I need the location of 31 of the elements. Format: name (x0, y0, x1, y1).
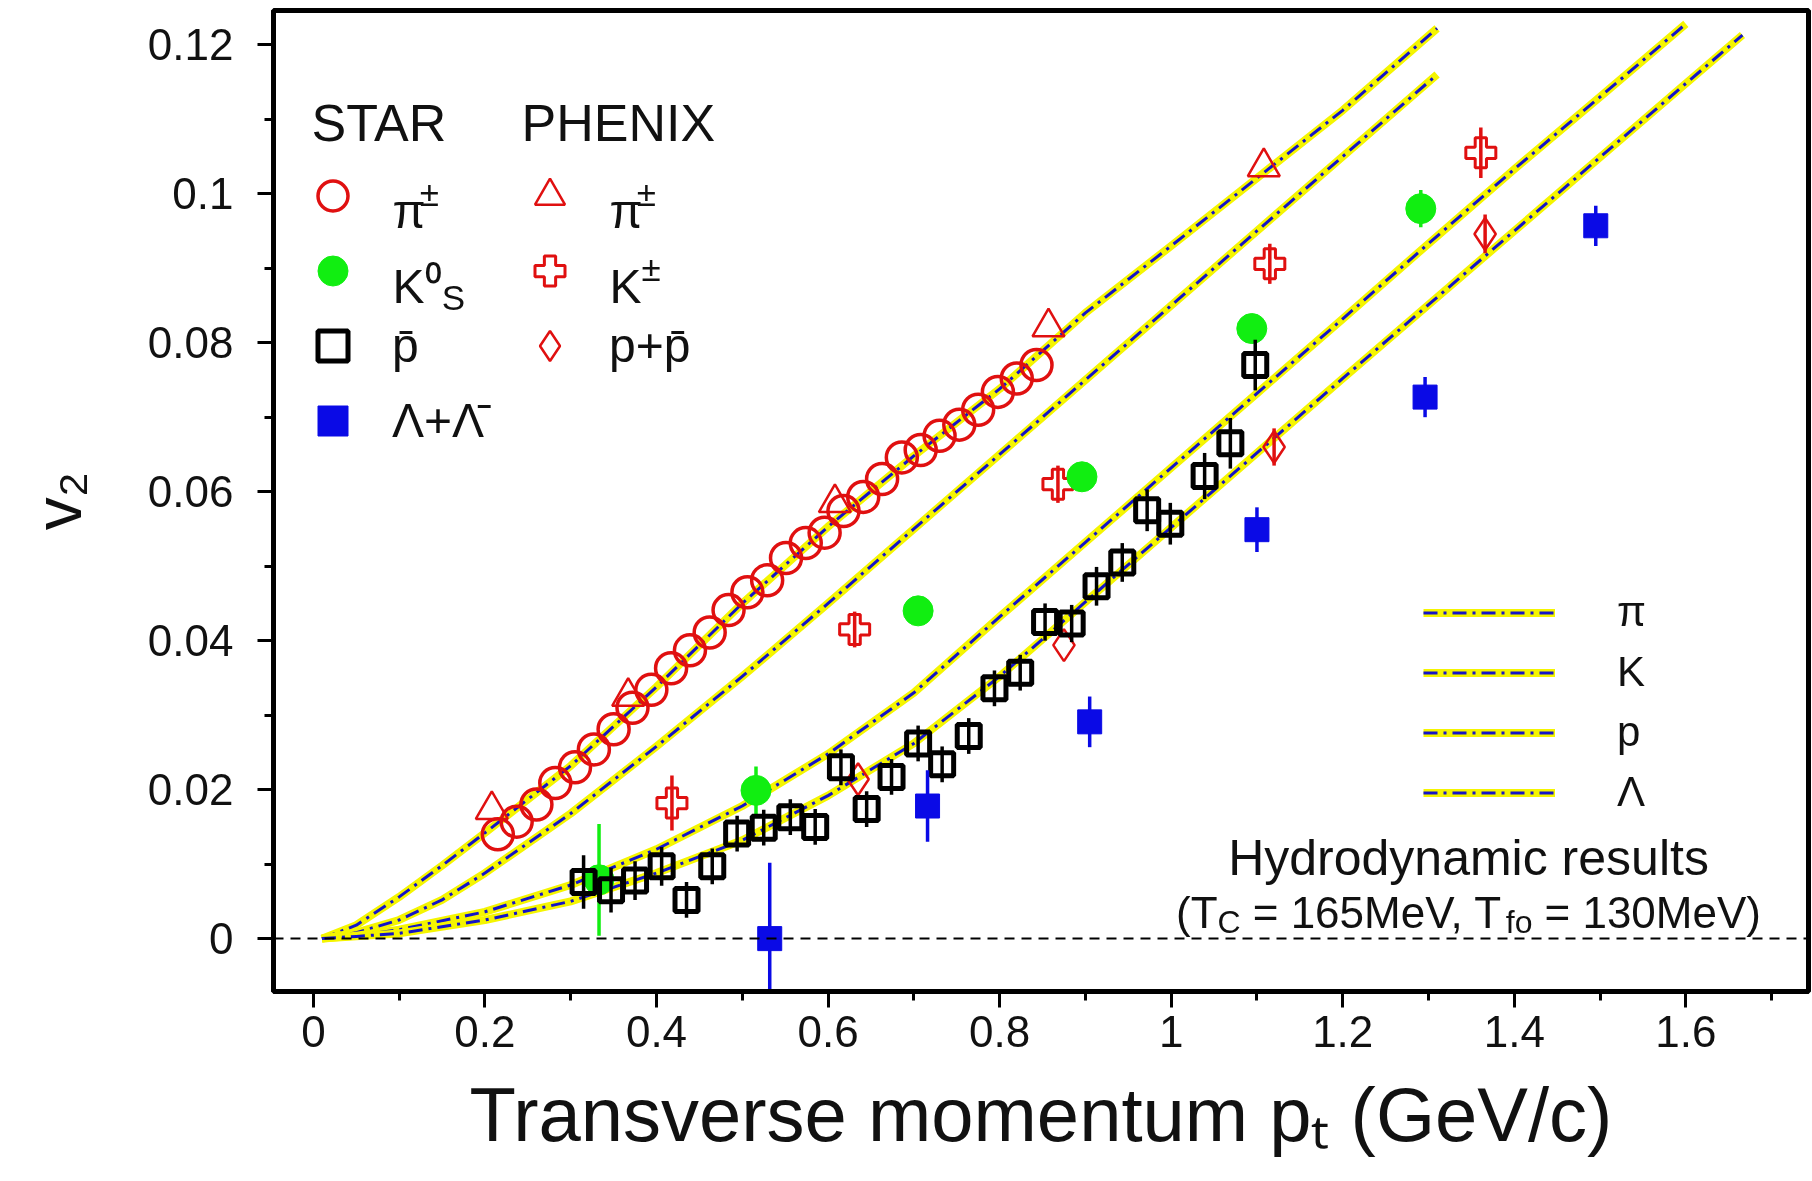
legend-label: π± (609, 174, 657, 239)
y-tick-label: 0.1 (172, 169, 234, 219)
legend-label: p+p̄ (609, 318, 692, 373)
y-tick-label: 0.06 (147, 467, 234, 517)
x-tick-label: 0.2 (454, 1006, 516, 1056)
legend-label: π± (392, 174, 440, 239)
x-tick-label: 1.2 (1312, 1006, 1374, 1056)
x-tick-label: 1.4 (1483, 1006, 1545, 1056)
annotation: PHENIX (521, 93, 716, 152)
y-axis-title: v₂ (20, 471, 95, 531)
annotation: STAR (311, 93, 447, 152)
y-tick-label: 0.02 (147, 765, 234, 815)
legend-label: K (1617, 648, 1646, 696)
legend-label: p (1617, 708, 1641, 756)
x-tick-label: 0.6 (797, 1006, 859, 1056)
legend-label: π (1617, 588, 1646, 636)
legend-label: Λ (1617, 768, 1646, 816)
x-tick-label: 0.8 (969, 1006, 1031, 1056)
x-tick-label: 1.6 (1655, 1006, 1717, 1056)
legend-label: Λ+Λ̄ (392, 393, 492, 448)
x-tick-label: 0 (301, 1006, 326, 1056)
legend-label: p̄ (392, 318, 420, 373)
annotation: Hydrodynamic results (1228, 829, 1709, 886)
y-tick-label: 0.08 (147, 318, 234, 368)
x-tick-label: 1 (1158, 1006, 1184, 1056)
y-tick-label: 0.12 (147, 20, 234, 70)
y-tick-label: 0 (209, 914, 234, 964)
y-tick-label: 0.04 (147, 616, 234, 666)
x-axis-title: Transverse momentum pₜ (GeV/c) (469, 1071, 1613, 1157)
legend-label: K± (609, 249, 661, 314)
x-tick-label: 0.4 (625, 1006, 688, 1056)
